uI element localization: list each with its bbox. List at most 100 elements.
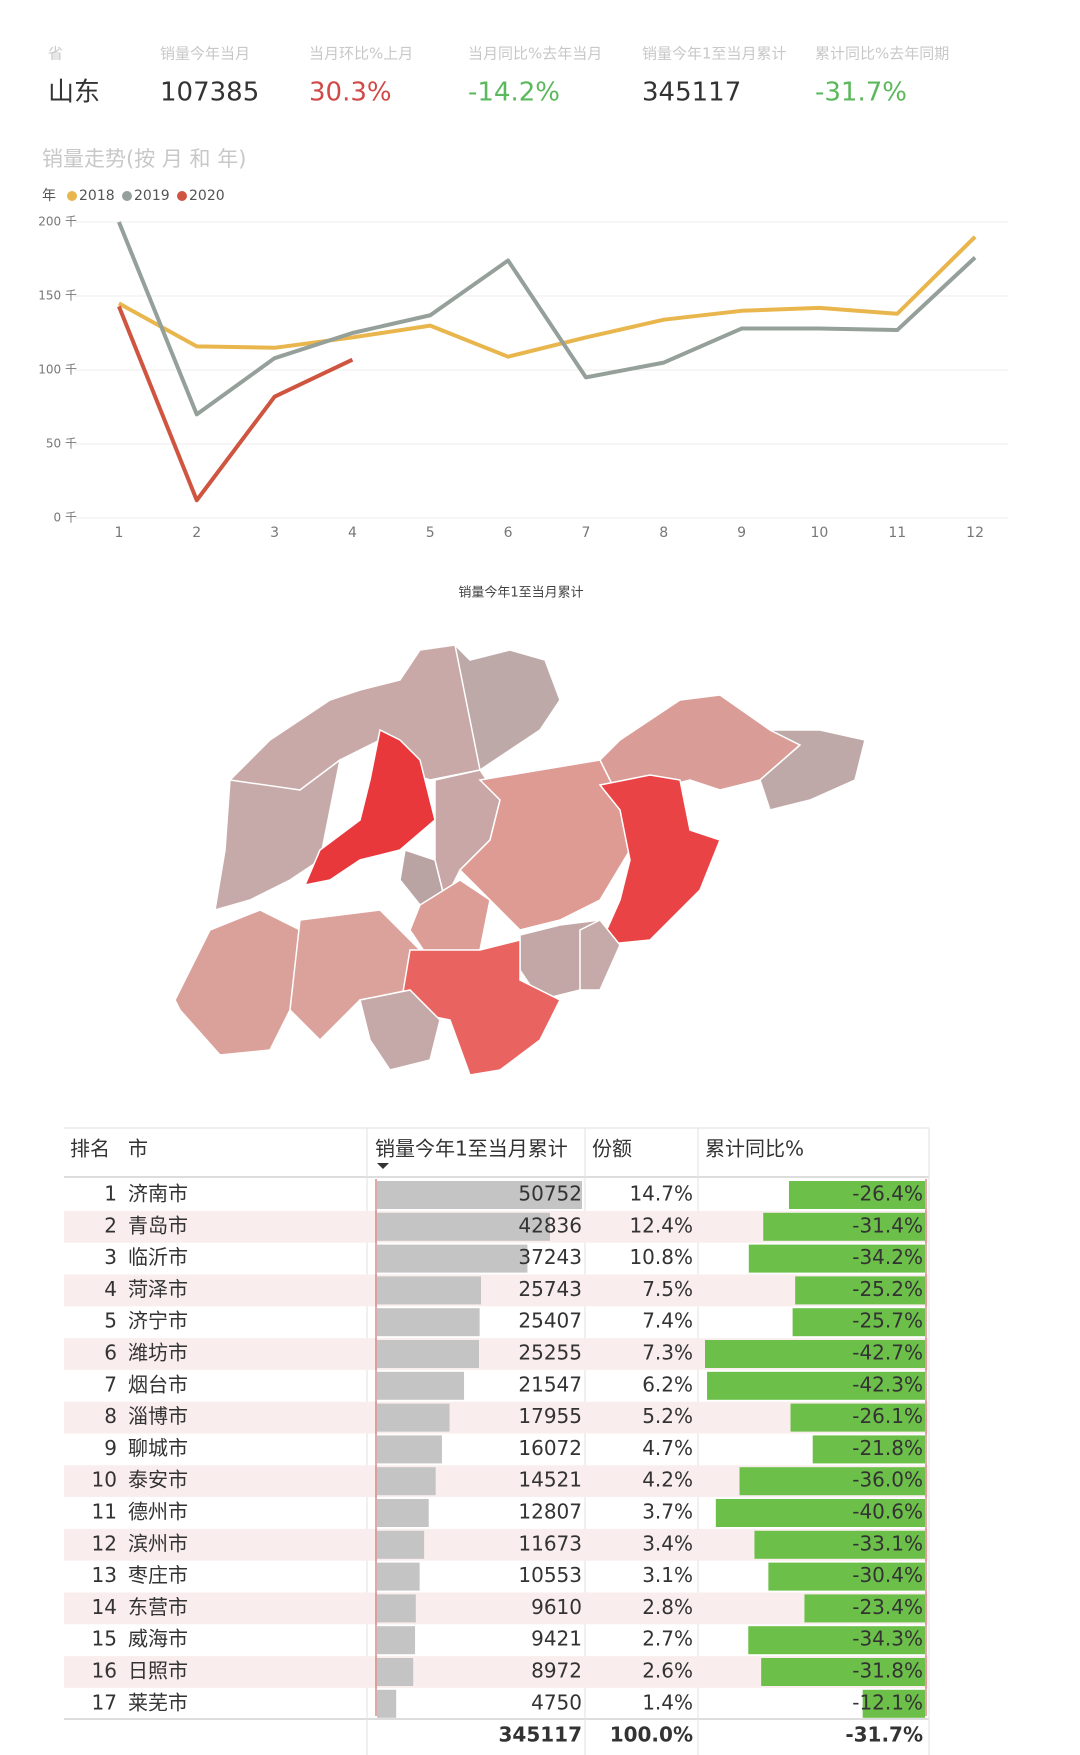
yoy-bar [707, 1371, 925, 1400]
yoy: -23.4% [852, 1595, 923, 1619]
city: 泰安市 [128, 1468, 188, 1492]
x-tick-label: 9 [737, 525, 746, 541]
sales-bar [377, 1658, 414, 1686]
rank: 14 [92, 1595, 117, 1619]
rank: 4 [104, 1277, 117, 1301]
city: 潍坊市 [128, 1341, 188, 1365]
region [174, 909, 301, 1056]
city: 威海市 [128, 1627, 188, 1651]
x-tick-label: 11 [888, 525, 906, 541]
series-line [117, 305, 354, 503]
rank: 1 [104, 1182, 117, 1206]
rank: 13 [92, 1563, 117, 1587]
share: 4.7% [642, 1436, 693, 1460]
kpi-value: 107385 [160, 78, 259, 108]
column-header: 销量今年1至当月累计 [375, 1137, 568, 1161]
sales: 9421 [531, 1627, 582, 1651]
share: 7.3% [642, 1341, 693, 1365]
sales-bar [377, 1212, 551, 1241]
sales-bar [377, 1435, 442, 1464]
share: 12.4% [629, 1213, 693, 1237]
sales: 12807 [518, 1500, 582, 1524]
total-yoy: -31.7% [845, 1723, 923, 1747]
column-header: 市 [128, 1137, 148, 1161]
city: 滨州市 [128, 1531, 188, 1555]
share: 10.8% [629, 1245, 693, 1269]
rank: 15 [92, 1627, 117, 1651]
city: 济南市 [128, 1182, 188, 1206]
yoy-bar [790, 1403, 925, 1432]
sales: 25407 [518, 1309, 582, 1333]
yoy-bar [788, 1181, 925, 1209]
region [598, 774, 721, 946]
y-tick-label: 150 千 [38, 289, 77, 303]
kpi-label: 当月环比%上月 [309, 45, 413, 63]
rank: 6 [104, 1341, 117, 1365]
share: 2.6% [642, 1659, 693, 1683]
city: 济宁市 [128, 1309, 188, 1333]
yoy: -40.6% [852, 1500, 923, 1524]
kpi-label: 累计同比%去年同期 [815, 45, 949, 63]
legend-label: 2018 [79, 188, 115, 204]
x-tick-label: 4 [348, 525, 357, 541]
sales: 4750 [531, 1690, 582, 1714]
kpi-label: 销量今年1至当月累计 [642, 45, 787, 63]
yoy: -31.8% [852, 1659, 923, 1683]
column-header: 排名 [70, 1137, 110, 1161]
y-tick-label: 0 千 [54, 511, 77, 525]
x-tick-label: 3 [270, 525, 279, 541]
share: 3.4% [642, 1531, 693, 1555]
legend-title: 年 [42, 188, 56, 204]
sales: 14521 [518, 1468, 582, 1492]
yoy-bar [804, 1594, 925, 1623]
sales-bar [377, 1562, 420, 1591]
yoy-bar [754, 1530, 925, 1559]
sales: 16072 [518, 1436, 582, 1460]
sales: 10553 [518, 1563, 582, 1587]
rank: 5 [104, 1309, 117, 1333]
yoy-bar [768, 1562, 925, 1591]
rank: 12 [92, 1531, 117, 1555]
total-sales: 345117 [499, 1723, 583, 1747]
kpi-label: 省 [48, 45, 63, 63]
yoy: -33.1% [852, 1531, 923, 1555]
sales-bar [377, 1371, 465, 1400]
share: 1.4% [642, 1690, 693, 1714]
share: 3.1% [642, 1563, 693, 1587]
rank: 16 [92, 1659, 117, 1683]
kpi-value: 345117 [642, 78, 741, 108]
yoy-bar [795, 1276, 925, 1305]
yoy: -34.2% [852, 1245, 923, 1269]
sales: 25255 [518, 1341, 582, 1365]
share: 4.2% [642, 1468, 693, 1492]
sales: 11673 [518, 1531, 582, 1555]
sales-bar [377, 1340, 480, 1368]
legend-marker [67, 191, 77, 201]
yoy: -25.7% [852, 1309, 923, 1333]
city: 枣庄市 [128, 1563, 188, 1587]
sort-arrow [377, 1163, 389, 1169]
rank: 9 [104, 1436, 117, 1460]
column-header: 份额 [592, 1137, 632, 1161]
city: 烟台市 [128, 1372, 188, 1396]
sales-bar [377, 1467, 436, 1496]
sales-bar [377, 1689, 397, 1718]
sales: 37243 [518, 1245, 582, 1269]
kpi-value: -31.7% [815, 78, 907, 108]
map [174, 642, 866, 1076]
total-share: 100.0% [610, 1723, 693, 1747]
share: 5.2% [642, 1404, 693, 1428]
rank: 7 [104, 1372, 117, 1396]
sales-bar [377, 1181, 582, 1209]
y-tick-label: 200 千 [38, 215, 77, 229]
rank: 8 [104, 1404, 117, 1428]
sales-bar [377, 1308, 480, 1337]
yoy: -12.1% [852, 1690, 923, 1714]
map-title: 销量今年1至当月累计 [458, 585, 583, 601]
x-tick-label: 1 [114, 525, 123, 541]
x-tick-label: 7 [581, 525, 590, 541]
yoy: -36.0% [852, 1468, 923, 1492]
column-header: 累计同比% [705, 1137, 804, 1161]
yoy-bar [739, 1467, 925, 1496]
rank: 2 [104, 1213, 117, 1237]
